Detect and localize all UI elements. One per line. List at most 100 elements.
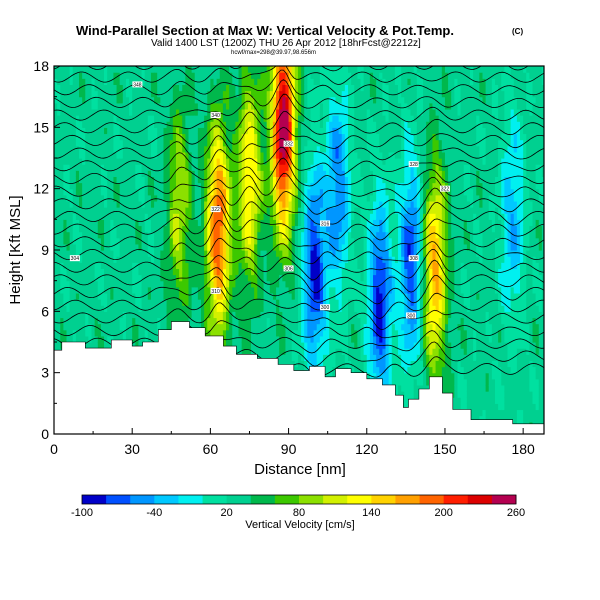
velocity-cell bbox=[175, 299, 180, 306]
velocity-cell bbox=[197, 256, 202, 263]
velocity-cell bbox=[210, 164, 215, 171]
velocity-cell bbox=[288, 194, 293, 202]
velocity-cell bbox=[188, 108, 193, 116]
velocity-cell bbox=[166, 305, 171, 312]
velocity-cell bbox=[107, 188, 111, 196]
velocity-cell bbox=[138, 182, 143, 190]
velocity-cell bbox=[310, 354, 315, 361]
velocity-cell bbox=[72, 121, 77, 128]
velocity-cell bbox=[163, 311, 168, 319]
velocity-cell bbox=[129, 102, 133, 110]
velocity-cell bbox=[119, 292, 124, 300]
velocity-cell bbox=[54, 274, 58, 282]
velocity-cell bbox=[235, 262, 240, 269]
velocity-cell bbox=[260, 354, 265, 361]
velocity-cell bbox=[285, 90, 290, 98]
velocity-cell bbox=[301, 280, 305, 288]
velocity-cell bbox=[263, 335, 268, 343]
velocity-cell bbox=[88, 329, 93, 337]
velocity-cell bbox=[204, 139, 208, 147]
velocity-cell bbox=[257, 96, 262, 104]
velocity-cell bbox=[291, 145, 296, 153]
velocity-cell bbox=[85, 176, 90, 184]
velocity-cell bbox=[297, 164, 302, 171]
velocity-cell bbox=[116, 188, 121, 196]
velocity-cell bbox=[91, 323, 96, 331]
velocity-cell bbox=[116, 262, 121, 269]
velocity-cell bbox=[288, 286, 293, 294]
velocity-cell bbox=[144, 96, 149, 104]
velocity-cell bbox=[100, 213, 105, 220]
velocity-cell bbox=[154, 170, 158, 177]
velocity-cell bbox=[135, 164, 140, 171]
velocity-cell bbox=[288, 348, 293, 355]
velocity-cell bbox=[260, 121, 265, 128]
velocity-cell bbox=[85, 243, 90, 251]
velocity-cell bbox=[301, 207, 305, 214]
velocity-cell bbox=[269, 102, 274, 110]
velocity-cell bbox=[182, 115, 186, 122]
velocity-cell bbox=[191, 176, 196, 184]
velocity-cell bbox=[63, 237, 68, 245]
velocity-cell bbox=[154, 323, 158, 331]
velocity-cell bbox=[304, 299, 308, 306]
velocity-cell bbox=[194, 237, 199, 245]
velocity-cell bbox=[269, 286, 274, 294]
velocity-cell bbox=[276, 250, 280, 257]
velocity-cell bbox=[169, 317, 174, 325]
velocity-cell bbox=[251, 274, 255, 282]
velocity-cell bbox=[63, 145, 68, 153]
velocity-cell bbox=[207, 299, 211, 306]
velocity-cell bbox=[107, 274, 111, 282]
velocity-cell bbox=[229, 292, 233, 300]
velocity-cell bbox=[97, 207, 102, 214]
velocity-cell bbox=[204, 188, 208, 196]
velocity-cell bbox=[191, 286, 196, 294]
velocity-cell bbox=[241, 323, 246, 331]
velocity-cell bbox=[85, 90, 90, 98]
velocity-cell bbox=[88, 286, 93, 294]
velocity-cell bbox=[69, 78, 74, 85]
velocity-cell bbox=[141, 286, 146, 294]
velocity-cell bbox=[222, 170, 227, 177]
velocity-cell bbox=[88, 164, 93, 171]
velocity-cell bbox=[207, 90, 211, 98]
velocity-cell bbox=[100, 243, 105, 251]
velocity-cell bbox=[88, 108, 93, 116]
velocity-cell bbox=[172, 102, 177, 110]
velocity-cell bbox=[201, 262, 205, 269]
velocity-cell bbox=[194, 280, 199, 288]
velocity-cell bbox=[82, 115, 86, 122]
velocity-cell bbox=[307, 286, 312, 294]
velocity-cell bbox=[210, 231, 215, 239]
velocity-cell bbox=[110, 311, 115, 319]
velocity-cell bbox=[251, 317, 255, 325]
velocity-cell bbox=[132, 225, 136, 233]
velocity-cell bbox=[201, 213, 205, 220]
velocity-cell bbox=[104, 66, 108, 73]
velocity-cell bbox=[244, 213, 249, 220]
velocity-cell bbox=[100, 108, 105, 116]
velocity-cell bbox=[175, 219, 180, 227]
velocity-cell bbox=[238, 342, 243, 349]
velocity-cell bbox=[307, 78, 312, 85]
velocity-cell bbox=[226, 256, 230, 263]
velocity-cell bbox=[191, 213, 196, 220]
velocity-cell bbox=[213, 292, 218, 300]
velocity-cell bbox=[282, 292, 287, 300]
velocity-cell bbox=[207, 78, 211, 85]
velocity-cell bbox=[163, 200, 168, 208]
velocity-cell bbox=[291, 299, 296, 306]
velocity-cell bbox=[141, 194, 146, 202]
velocity-cell bbox=[110, 170, 115, 177]
velocity-cell bbox=[244, 305, 249, 312]
velocity-cell bbox=[113, 292, 118, 300]
velocity-cell bbox=[210, 133, 215, 141]
velocity-cell bbox=[132, 84, 136, 92]
velocity-cell bbox=[75, 84, 80, 92]
velocity-cell bbox=[219, 305, 224, 312]
velocity-cell bbox=[266, 90, 271, 98]
velocity-cell bbox=[301, 256, 305, 263]
velocity-cell bbox=[201, 121, 205, 128]
velocity-cell bbox=[88, 194, 93, 202]
